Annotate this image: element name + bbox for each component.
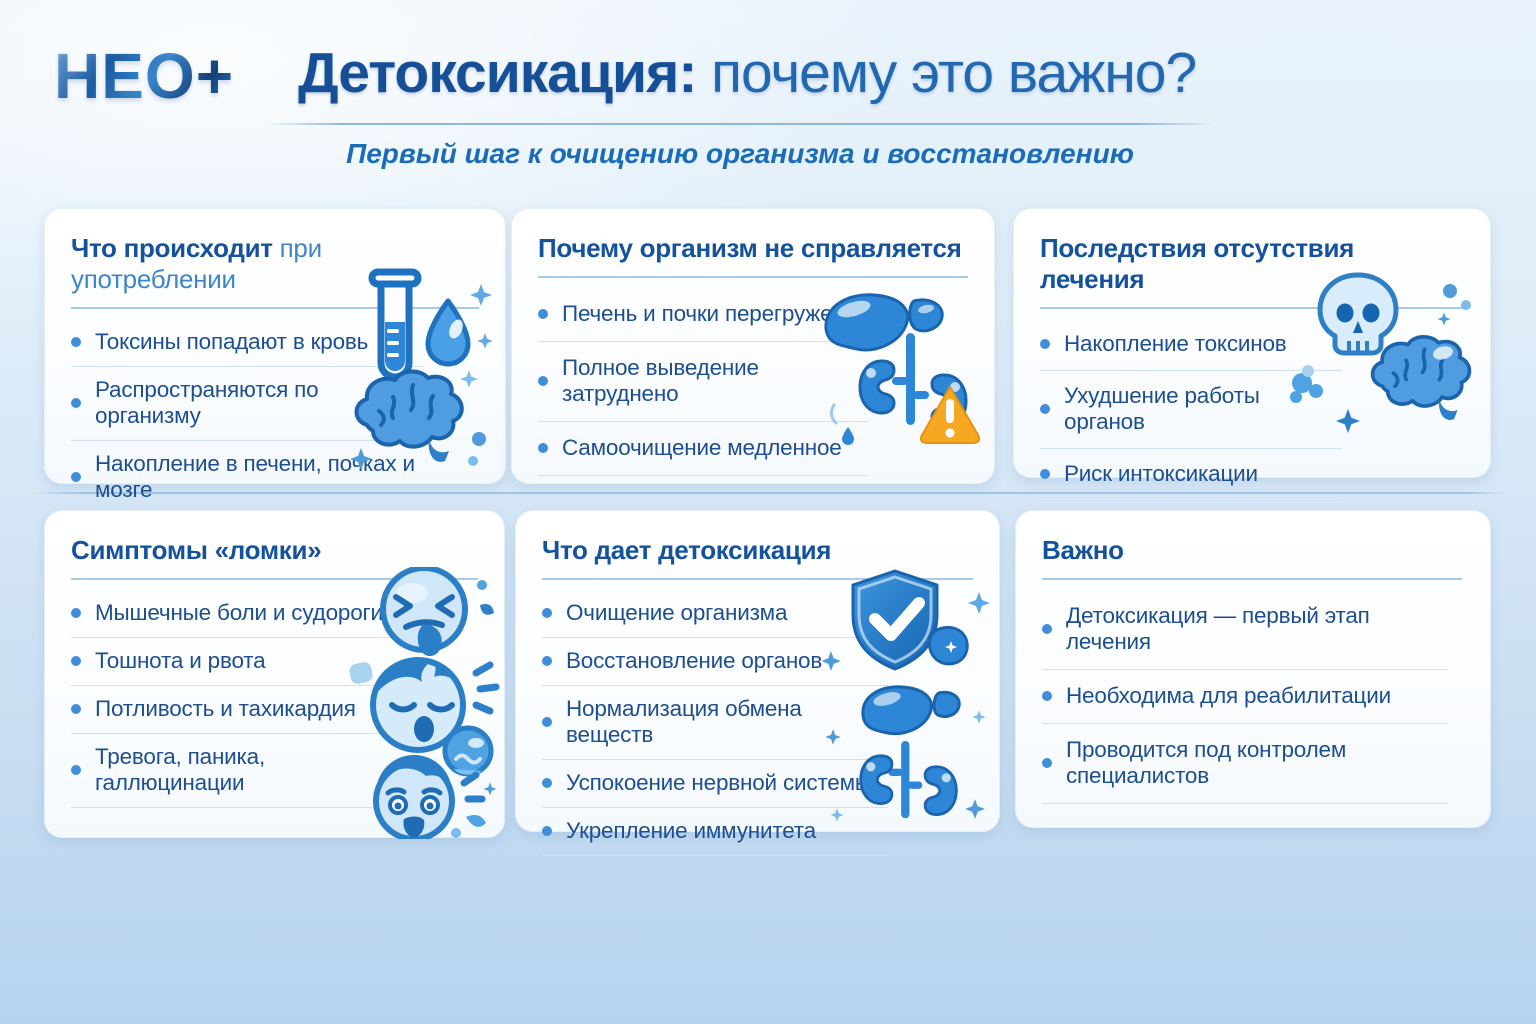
page-title: Детоксикация: почему это важно? — [298, 41, 1238, 105]
list-item: Успокоение нервной системы — [542, 760, 888, 808]
card-title: Почему организм не справляется — [538, 233, 968, 278]
liver-kidneys-warning-icon — [824, 293, 981, 445]
sparkle-icon — [965, 799, 985, 819]
bullet-list: Мышечные боли и судороги Тошнота и рвота… — [71, 590, 403, 808]
emanata-icon — [472, 661, 500, 715]
sparkle-icon — [1335, 408, 1361, 434]
sparkle-icon — [1437, 312, 1451, 326]
bullet-dot-icon — [1042, 624, 1052, 634]
card-consequences: Последствия отсутствия лечения Накоплени… — [1013, 208, 1491, 501]
bullet-dot-icon — [542, 826, 552, 836]
skull-icon — [1317, 272, 1399, 356]
bullet-dot-icon — [538, 309, 548, 319]
bullet-dot-icon — [71, 608, 81, 618]
list-item: Потливость и тахикардия — [71, 686, 403, 734]
title-divider — [265, 123, 1215, 125]
liver-icon — [824, 293, 944, 352]
bullet-dot-icon — [538, 443, 548, 453]
organ-icon — [927, 626, 969, 666]
list-item: Укрепление иммунитета — [542, 808, 888, 856]
list-item: Мышечные боли и судороги — [71, 590, 403, 638]
bullet-dot-icon — [71, 765, 81, 775]
bullet-dot-icon — [71, 472, 81, 482]
list-item: Накопление токсинов — [1040, 319, 1342, 371]
brand-logo: НЕО+ — [54, 40, 235, 112]
list-item: Детоксикация — первый этап лечения — [1042, 590, 1448, 670]
bullet-dot-icon — [1042, 691, 1052, 701]
bullet-dot-icon — [71, 656, 81, 666]
list-item: Риск интоксикации — [1040, 449, 1342, 501]
nausea-face-icon — [380, 567, 468, 657]
card-title: Последствия отсутствия лечения — [1040, 233, 1464, 309]
list-item: Полное выведение затруднено — [538, 342, 868, 422]
bullet-list: Накопление токсинов Ухудшение работы орг… — [1040, 319, 1342, 501]
list-item: Токсины попадают в кровь — [71, 319, 423, 367]
list-item: Очищение организма — [542, 590, 888, 638]
sparkle-icon — [825, 729, 841, 745]
sparkle-icon — [830, 808, 844, 822]
bullet-dot-icon — [538, 376, 548, 386]
sparkle-icon — [972, 710, 986, 724]
sparkle-icon — [968, 592, 990, 614]
test-tube-drop-icon — [368, 268, 493, 402]
brain-icon — [1370, 334, 1472, 420]
list-item: Тошнота и рвота — [71, 638, 403, 686]
card-title: Симптомы «ломки» — [71, 535, 478, 580]
sparkle-icon — [483, 782, 497, 796]
card-important: Важно Детоксикация — первый этап лечения… — [1015, 510, 1491, 828]
card-why-body-fails: Почему организм не справляется Печень и … — [511, 208, 995, 484]
faces-icons — [349, 567, 500, 839]
list-item: Восстановление органов — [542, 638, 888, 686]
row-divider — [30, 492, 1508, 494]
emanata-icon — [460, 771, 486, 803]
card-title: Что происходит при употреблении — [71, 233, 479, 309]
bullet-dot-icon — [1040, 339, 1050, 349]
list-item: Ухудшение работы органов — [1040, 371, 1342, 449]
liver-icon — [861, 685, 961, 736]
smoke-puffs-icon — [1290, 365, 1323, 403]
queasy-face-icon — [442, 725, 494, 777]
brain-icon — [350, 369, 486, 470]
card-title: Важно — [1042, 535, 1462, 580]
skull-brain-icon — [1290, 272, 1472, 434]
list-item: Тревога, паника, галлюцинации — [71, 734, 403, 808]
shield-organs-icon — [823, 569, 990, 822]
list-item: Самоочищение медленное — [538, 422, 868, 476]
scared-face-icon — [373, 755, 455, 839]
bullet-list: Очищение организма Восстановление органо… — [542, 590, 888, 856]
bullet-dot-icon — [542, 656, 552, 666]
list-item: Необходима для реабилитации — [1042, 670, 1448, 724]
bullet-list: Детоксикация — первый этап лечения Необх… — [1042, 590, 1448, 804]
bullet-dot-icon — [542, 778, 552, 788]
sparkle-icon — [823, 651, 841, 671]
sparkle-icon — [350, 448, 372, 470]
list-item: Проводится под контролем специалистов — [1042, 724, 1448, 804]
bullet-dot-icon — [1040, 469, 1050, 479]
list-item: Распространяются по организму — [71, 367, 423, 441]
page-title-rest: почему это важно? — [696, 41, 1197, 105]
bullet-list: Печень и почки перегружены Полное выведе… — [538, 288, 868, 476]
bullet-dot-icon — [1042, 758, 1052, 768]
card-what-happens: Что происходит при употреблении Токсины … — [44, 208, 506, 589]
card-withdrawal-symptoms: Симптомы «ломки» Мышечные боли и судорог… — [44, 510, 505, 839]
page-subtitle: Первый шаг к очищению организма и восста… — [346, 138, 1134, 169]
bullet-dot-icon — [1040, 404, 1050, 414]
list-item: Нормализация обмена веществ — [542, 686, 888, 760]
shield-check-icon — [851, 569, 939, 671]
page-title-bold: Детоксикация: — [298, 41, 697, 105]
bullet-dot-icon — [542, 608, 552, 618]
warning-triangle-icon — [919, 386, 981, 444]
bullet-dot-icon — [71, 704, 81, 714]
list-item: Печень и почки перегружены — [538, 288, 868, 342]
kidneys-icon — [859, 741, 958, 819]
bullet-dot-icon — [71, 337, 81, 347]
bullet-dot-icon — [542, 717, 552, 727]
sweating-face-icon — [370, 657, 466, 753]
bullet-dot-icon — [71, 398, 81, 408]
card-detox-benefits: Что дает детоксикация Очищение организма… — [515, 510, 1000, 856]
drop-icon — [842, 427, 854, 445]
card-title: Что дает детоксикация — [542, 535, 973, 580]
